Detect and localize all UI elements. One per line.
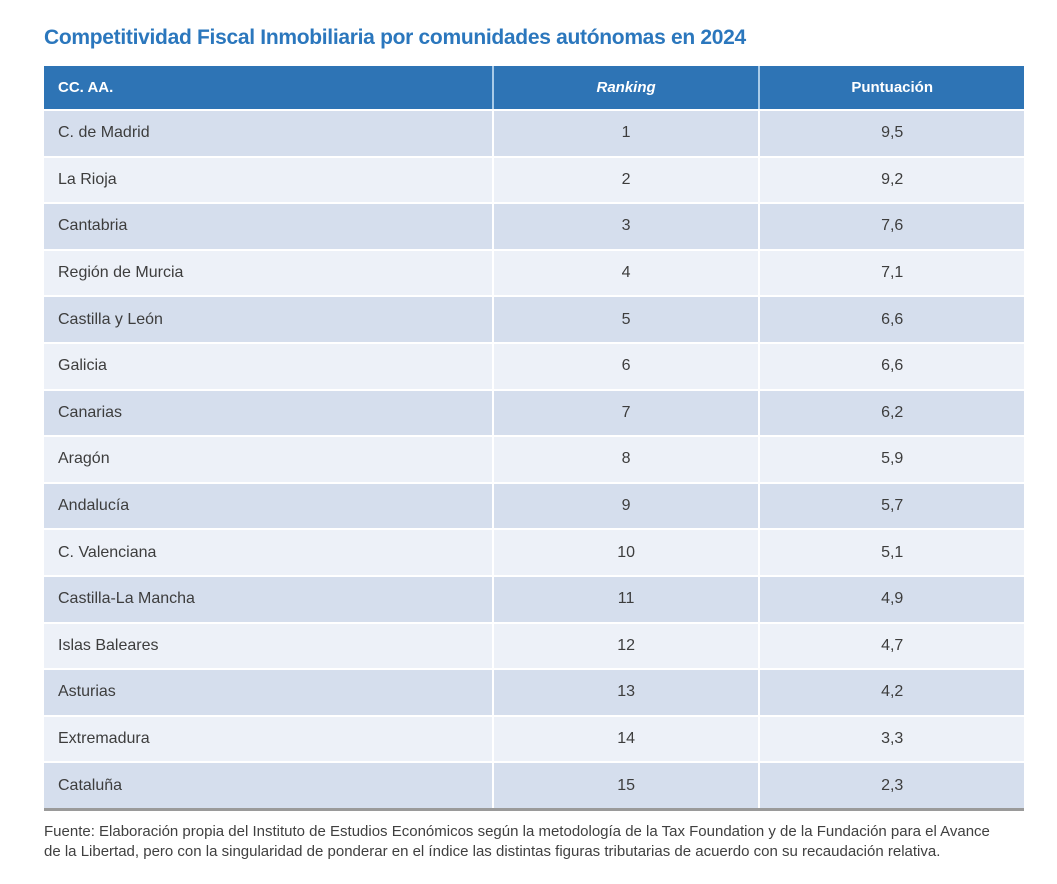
table-row: La Rioja 2 9,2 — [44, 156, 1024, 205]
score-value: 6,2 — [758, 389, 1024, 438]
ranking-value: 3 — [491, 203, 760, 251]
score-value: 4,9 — [758, 575, 1024, 624]
fiscal-competitiveness-table: CC. AA. Ranking Puntuación C. de Madrid … — [44, 66, 1024, 811]
table-row: Galicia 6 6,6 — [44, 342, 1024, 391]
community-name: C. Valenciana — [44, 529, 493, 577]
community-name: Región de Murcia — [44, 249, 493, 298]
table-row: Cataluña 15 2,3 — [44, 762, 1024, 810]
ranking-value: 5 — [491, 296, 760, 344]
community-name: Cantabria — [44, 203, 493, 251]
community-name: Andalucía — [44, 482, 493, 531]
table-header-row: CC. AA. Ranking Puntuación — [44, 66, 1024, 111]
score-value: 5,1 — [758, 529, 1024, 577]
ranking-value: 1 — [491, 110, 760, 158]
table-row: Asturias 13 4,2 — [44, 669, 1024, 717]
community-name: C. de Madrid — [44, 110, 493, 158]
score-value: 5,7 — [758, 482, 1024, 531]
score-value: 4,7 — [758, 622, 1024, 671]
table-row: Castilla-La Mancha 11 4,9 — [44, 575, 1024, 624]
score-value: 6,6 — [758, 296, 1024, 344]
table-row: Cantabria 3 7,6 — [44, 203, 1024, 251]
community-name: Asturias — [44, 669, 493, 717]
community-name: Castilla-La Mancha — [44, 575, 493, 624]
ranking-value: 4 — [491, 249, 760, 298]
page-title: Competitividad Fiscal Inmobiliaria por c… — [44, 26, 746, 49]
ranking-value: 13 — [491, 669, 760, 717]
ranking-value: 6 — [491, 342, 760, 391]
ranking-value: 15 — [491, 762, 760, 810]
score-value: 7,6 — [758, 203, 1024, 251]
column-header-ranking: Ranking — [491, 66, 760, 111]
ranking-value: 2 — [491, 156, 760, 205]
community-name: Galicia — [44, 342, 493, 391]
score-value: 2,3 — [758, 762, 1024, 810]
table-row: Canarias 7 6,2 — [44, 389, 1024, 438]
score-value: 6,6 — [758, 342, 1024, 391]
table-row: C. Valenciana 10 5,1 — [44, 529, 1024, 577]
community-name: Canarias — [44, 389, 493, 438]
score-value: 7,1 — [758, 249, 1024, 298]
table-row: C. de Madrid 1 9,5 — [44, 110, 1024, 158]
table-row: Islas Baleares 12 4,7 — [44, 622, 1024, 671]
table-row: Castilla y León 5 6,6 — [44, 296, 1024, 344]
table-header: CC. AA. Ranking Puntuación — [44, 66, 1024, 111]
table-row: Extremadura 14 3,3 — [44, 715, 1024, 764]
community-name: Cataluña — [44, 762, 493, 810]
score-value: 3,3 — [758, 715, 1024, 764]
ranking-value: 14 — [491, 715, 760, 764]
ranking-value: 12 — [491, 622, 760, 671]
ranking-value: 7 — [491, 389, 760, 438]
ranking-value: 9 — [491, 482, 760, 531]
ranking-value: 8 — [491, 436, 760, 484]
score-value: 4,2 — [758, 669, 1024, 717]
table-row: Región de Murcia 4 7,1 — [44, 249, 1024, 298]
table-row: Aragón 8 5,9 — [44, 436, 1024, 484]
ranking-value: 11 — [491, 575, 760, 624]
community-name: Islas Baleares — [44, 622, 493, 671]
score-value: 9,5 — [758, 110, 1024, 158]
table-body: C. de Madrid 1 9,5 La Rioja 2 9,2 Cantab… — [44, 110, 1024, 810]
source-footnote: Fuente: Elaboración propia del Instituto… — [44, 823, 990, 861]
community-name: La Rioja — [44, 156, 493, 205]
table-row: Andalucía 9 5,7 — [44, 482, 1024, 531]
score-value: 9,2 — [758, 156, 1024, 205]
community-name: Castilla y León — [44, 296, 493, 344]
column-header-ccaa: CC. AA. — [44, 66, 493, 111]
ranking-value: 10 — [491, 529, 760, 577]
community-name: Aragón — [44, 436, 493, 484]
column-header-puntuacion: Puntuación — [758, 66, 1024, 111]
score-value: 5,9 — [758, 436, 1024, 484]
community-name: Extremadura — [44, 715, 493, 764]
